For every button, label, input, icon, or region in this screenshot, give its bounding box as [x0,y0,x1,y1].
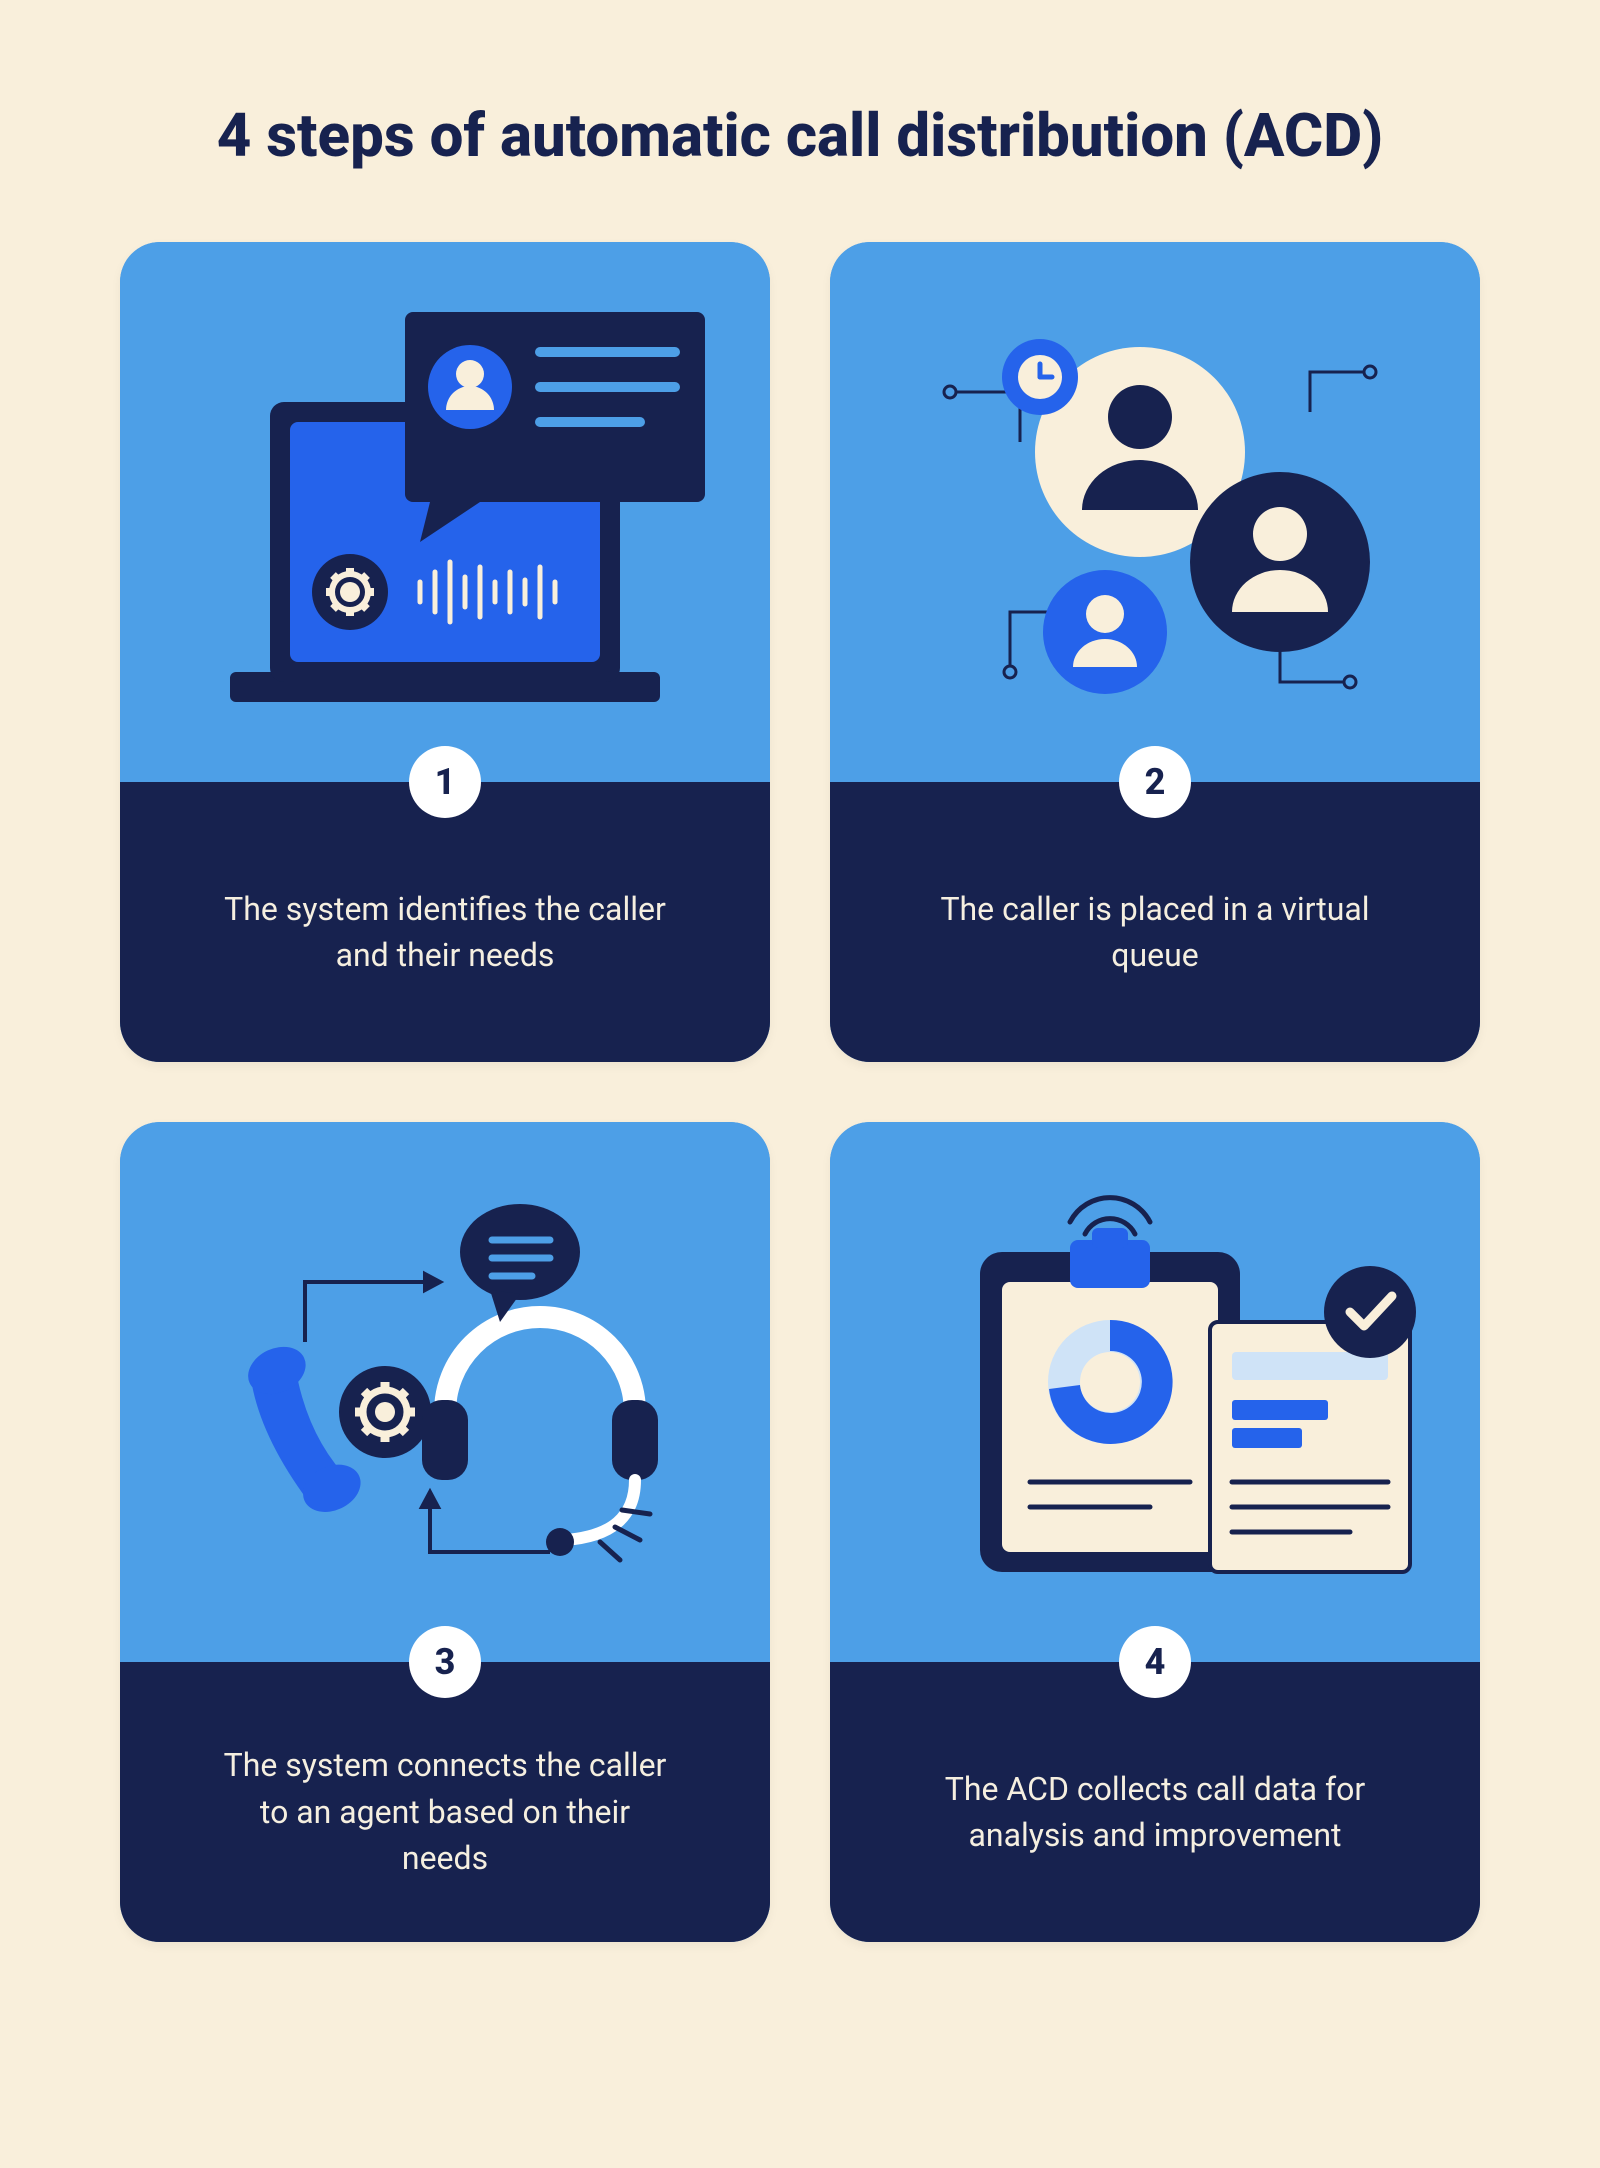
step-card-2: 2 The caller is placed in a virtual queu… [830,242,1480,1062]
queue-people-icon [830,242,1480,782]
page-title: 4 steps of automatic call distribution (… [217,100,1384,172]
step-card-3: 3 The system connects the caller to an a… [120,1122,770,1942]
caption-wrap: 3 The system connects the caller to an a… [120,1662,770,1942]
step-badge: 4 [1119,1626,1191,1698]
step-card-1: 1 The system identifies the caller and t… [120,242,770,1062]
step-badge: 2 [1119,746,1191,818]
caption-wrap: 1 The system identifies the caller and t… [120,782,770,1062]
step-caption: The system connects the caller to an age… [215,1742,675,1881]
caption-wrap: 4 The ACD collects call data for analysi… [830,1662,1480,1942]
clipboard-report-icon [830,1122,1480,1662]
step-badge: 1 [409,746,481,818]
laptop-profile-icon [120,242,770,782]
step-badge: 3 [409,1626,481,1698]
step-card-4: 4 The ACD collects call data for analysi… [830,1122,1480,1942]
headset-routing-icon [120,1122,770,1662]
steps-grid: 1 The system identifies the caller and t… [120,242,1480,1942]
infographic-canvas: 4 steps of automatic call distribution (… [0,0,1600,2168]
step-caption: The system identifies the caller and the… [215,886,675,979]
step-caption: The caller is placed in a virtual queue [925,886,1385,979]
step-caption: The ACD collects call data for analysis … [925,1766,1385,1859]
caption-wrap: 2 The caller is placed in a virtual queu… [830,782,1480,1062]
